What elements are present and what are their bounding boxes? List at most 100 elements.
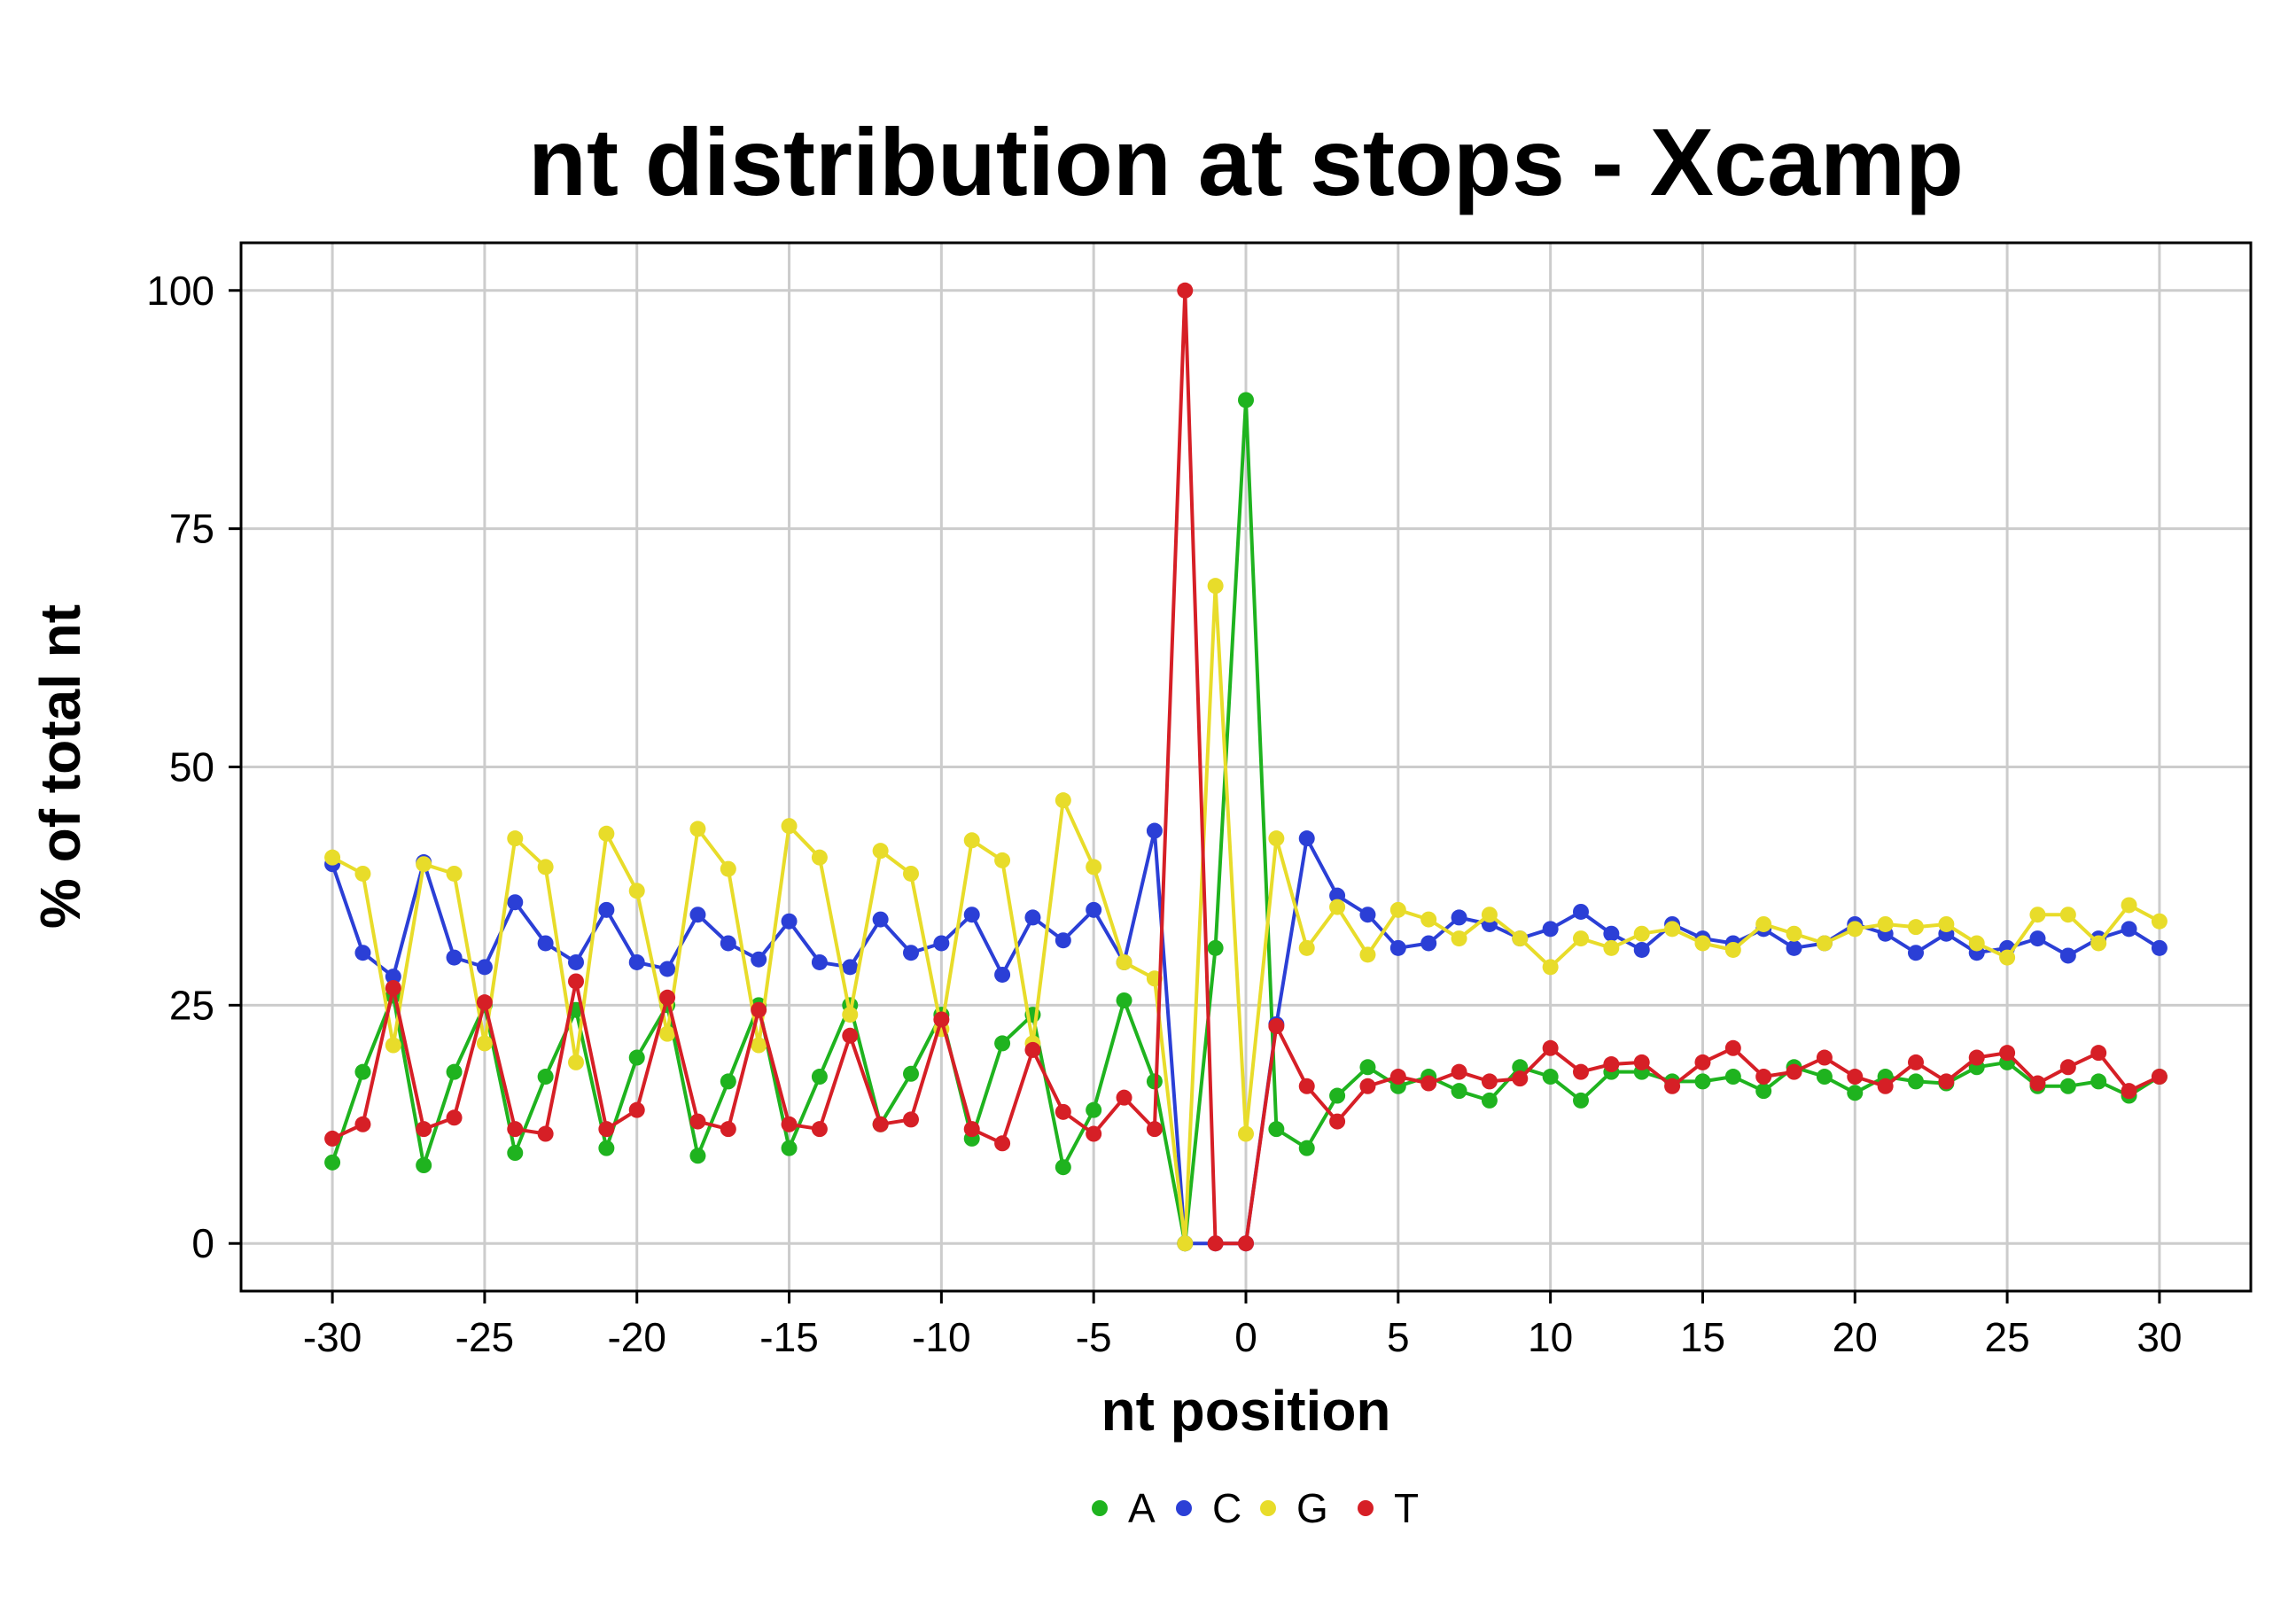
data-point-C bbox=[2121, 921, 2137, 938]
data-point-A bbox=[781, 1140, 798, 1156]
data-point-T bbox=[751, 1001, 767, 1018]
legend-label: T bbox=[1394, 1485, 1419, 1531]
data-point-C bbox=[1389, 939, 1406, 956]
x-tick-label: 10 bbox=[1528, 1314, 1573, 1360]
legend-label: G bbox=[1296, 1485, 1328, 1531]
data-point-A bbox=[1451, 1083, 1467, 1100]
data-point-A bbox=[720, 1073, 736, 1090]
data-point-A bbox=[507, 1145, 524, 1162]
data-point-A bbox=[689, 1148, 706, 1164]
data-point-C bbox=[1055, 932, 1071, 949]
y-tick-label: 25 bbox=[169, 982, 214, 1028]
data-point-T bbox=[872, 1116, 889, 1132]
data-point-A bbox=[1816, 1069, 1833, 1086]
data-point-T bbox=[1238, 1235, 1254, 1252]
data-point-T bbox=[1633, 1054, 1650, 1070]
data-point-T bbox=[476, 994, 493, 1011]
data-point-G bbox=[598, 825, 615, 842]
data-point-C bbox=[872, 911, 889, 928]
data-point-C bbox=[1298, 830, 1315, 847]
data-point-C bbox=[385, 969, 401, 985]
data-point-T bbox=[1938, 1073, 1955, 1090]
data-point-G bbox=[1298, 939, 1315, 956]
data-point-G bbox=[1420, 911, 1437, 928]
data-point-A bbox=[416, 1157, 432, 1174]
chart-title: nt distribution at stops - Xcamp bbox=[528, 108, 1964, 215]
data-point-G bbox=[537, 859, 554, 875]
data-point-G bbox=[1908, 919, 1924, 936]
legend-item-G: G bbox=[1260, 1485, 1328, 1531]
data-point-G bbox=[1055, 792, 1071, 809]
data-point-T bbox=[324, 1130, 341, 1147]
data-point-T bbox=[1877, 1078, 1894, 1094]
x-tick-label: 25 bbox=[1985, 1314, 2030, 1360]
data-point-C bbox=[903, 945, 919, 961]
data-point-C bbox=[720, 935, 736, 952]
data-point-G bbox=[416, 856, 432, 873]
data-point-A bbox=[2059, 1078, 2076, 1094]
data-point-T bbox=[2029, 1075, 2046, 1092]
data-point-G bbox=[689, 821, 706, 837]
data-point-C bbox=[568, 953, 584, 970]
data-point-A bbox=[628, 1049, 645, 1066]
data-point-A bbox=[1359, 1059, 1376, 1076]
data-point-G bbox=[1633, 925, 1650, 942]
data-point-C bbox=[1146, 822, 1163, 839]
data-point-T bbox=[1298, 1078, 1315, 1094]
data-point-C bbox=[507, 894, 524, 911]
data-point-G bbox=[659, 1025, 676, 1042]
data-point-A bbox=[1086, 1101, 1102, 1118]
x-tick-label: 15 bbox=[1680, 1314, 1725, 1360]
data-point-G bbox=[2059, 907, 2076, 923]
data-point-C bbox=[933, 935, 950, 952]
data-point-T bbox=[568, 973, 584, 990]
data-point-G bbox=[2151, 913, 2168, 930]
data-point-C bbox=[963, 907, 980, 923]
data-point-G bbox=[1542, 959, 1559, 976]
data-point-C bbox=[1633, 941, 1650, 958]
data-point-T bbox=[811, 1121, 828, 1138]
data-point-C bbox=[1420, 935, 1437, 952]
data-point-T bbox=[720, 1121, 736, 1138]
legend-swatch bbox=[1260, 1500, 1276, 1516]
data-point-C bbox=[751, 951, 767, 968]
x-tick-label: -15 bbox=[759, 1314, 818, 1360]
data-point-G bbox=[1573, 930, 1589, 947]
data-point-A bbox=[1298, 1140, 1315, 1156]
data-point-T bbox=[1451, 1063, 1467, 1080]
data-point-T bbox=[537, 1125, 554, 1142]
data-point-C bbox=[1024, 909, 1041, 926]
data-point-G bbox=[1755, 915, 1772, 932]
data-point-T bbox=[1724, 1039, 1741, 1056]
data-point-T bbox=[1847, 1069, 1864, 1086]
data-point-G bbox=[1786, 925, 1802, 942]
data-point-T bbox=[1664, 1078, 1681, 1094]
data-point-C bbox=[2029, 930, 2046, 947]
data-point-G bbox=[1847, 921, 1864, 938]
legend-swatch bbox=[1176, 1500, 1192, 1516]
x-tick-label: -20 bbox=[607, 1314, 665, 1360]
data-point-G bbox=[1877, 915, 1894, 932]
x-tick-label: 5 bbox=[1387, 1314, 1410, 1360]
data-point-G bbox=[1359, 946, 1376, 963]
data-point-C bbox=[354, 945, 371, 961]
data-point-A bbox=[324, 1154, 341, 1171]
data-point-G bbox=[872, 843, 889, 860]
data-point-G bbox=[568, 1054, 584, 1070]
data-point-A bbox=[446, 1063, 463, 1080]
data-point-C bbox=[1573, 903, 1589, 920]
y-tick-label: 100 bbox=[146, 268, 214, 314]
data-point-C bbox=[1542, 921, 1559, 938]
data-point-G bbox=[1816, 935, 1833, 952]
data-point-T bbox=[1481, 1073, 1498, 1090]
data-point-T bbox=[1086, 1125, 1102, 1142]
data-point-T bbox=[1268, 1018, 1285, 1035]
x-axis-label: nt position bbox=[1101, 1379, 1390, 1443]
data-point-G bbox=[2121, 897, 2137, 914]
data-point-A bbox=[811, 1069, 828, 1086]
data-point-C bbox=[2059, 947, 2076, 964]
